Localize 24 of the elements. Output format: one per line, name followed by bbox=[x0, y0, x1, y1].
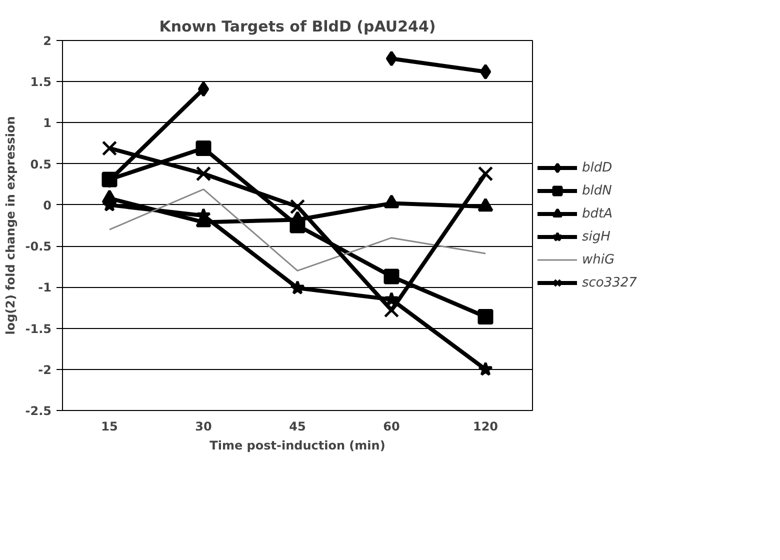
y-tick-label: 1 bbox=[43, 116, 52, 130]
x-tick-label: 15 bbox=[101, 420, 118, 434]
x-tick-label: 60 bbox=[383, 420, 400, 434]
y-tick-label: -2 bbox=[38, 362, 52, 377]
y-tick-label: -0.5 bbox=[25, 240, 52, 254]
y-tick-label: -1 bbox=[38, 280, 52, 295]
y-axis-title: log(2) fold change in expression bbox=[3, 116, 18, 335]
y-tick-label: 0 bbox=[43, 198, 52, 212]
legend-label: sigH bbox=[582, 229, 610, 244]
y-tick-label: 2 bbox=[43, 34, 52, 48]
x-tick-label: 45 bbox=[289, 420, 306, 434]
x-tick-label: 120 bbox=[472, 420, 498, 434]
legend-label: bldD bbox=[582, 160, 612, 175]
legend-label: bldN bbox=[582, 183, 612, 198]
y-tick-label: -1.5 bbox=[25, 322, 52, 336]
y-tick-label: -2.5 bbox=[25, 404, 52, 418]
x-axis-title: Time post-induction (min) bbox=[210, 438, 386, 452]
legend-label: whiG bbox=[582, 252, 615, 267]
y-tick-label: 0.5 bbox=[30, 157, 52, 172]
legend-label: sco3327 bbox=[582, 275, 637, 290]
y-tick-label: 1.5 bbox=[30, 75, 52, 90]
chart-title: Known Targets of BldD (pAU244) bbox=[159, 18, 436, 36]
x-tick-label: 30 bbox=[195, 420, 212, 434]
legend-label: bdtA bbox=[582, 206, 612, 221]
